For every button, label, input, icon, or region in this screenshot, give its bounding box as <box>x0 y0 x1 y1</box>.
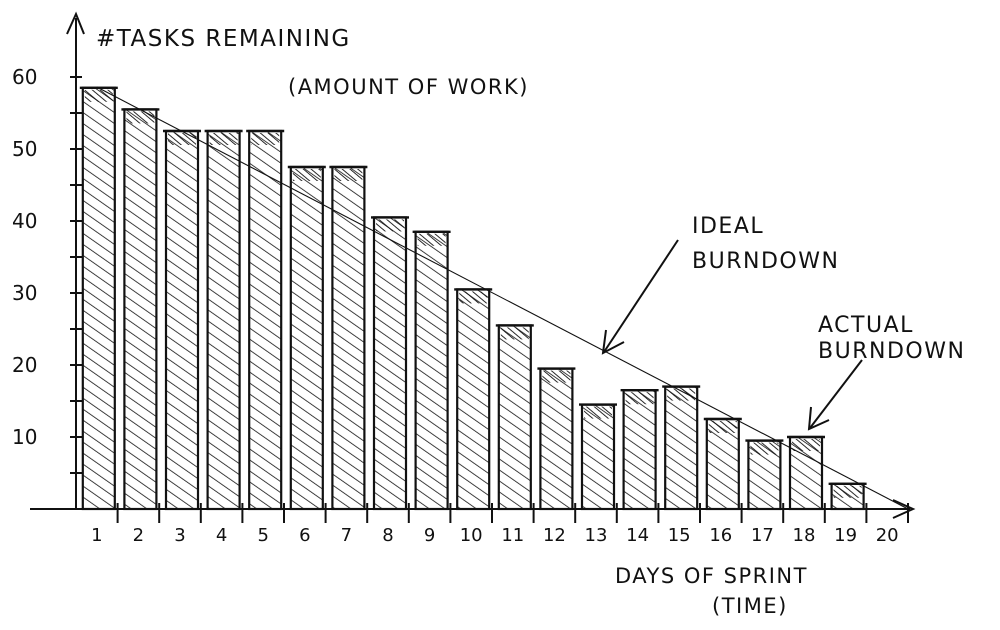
bar-day-3 <box>163 129 201 511</box>
x-ticks: 1 2 3 4 5 6 7 8 9 10 11 12 13 14 15 16 17 18 19 20 <box>91 503 909 546</box>
x-axis-arrow-icon <box>892 499 916 519</box>
y-axis-arrow-icon <box>66 11 85 35</box>
x-tick-label-5: 5 <box>257 525 268 546</box>
x-tick-label-20: 20 <box>876 525 899 546</box>
ideal-burndown-annotation: IDEAL BURNDOWN <box>601 214 839 355</box>
y-tick-label: 60 <box>12 65 37 89</box>
ideal-pointer-arrow-icon <box>603 239 679 353</box>
bar-day-8 <box>371 216 409 511</box>
x-tick-label-12: 12 <box>543 525 566 546</box>
x-tick-label-1: 1 <box>91 525 102 546</box>
actual-label-line1: ACTUAL <box>818 313 914 338</box>
bar-day-19 <box>828 482 867 511</box>
x-tick-label-4: 4 <box>216 525 227 546</box>
bar-day-12 <box>537 367 576 511</box>
x-tick-label-16: 16 <box>709 525 732 546</box>
bar-day-15 <box>662 385 701 511</box>
bar-day-5 <box>246 129 285 511</box>
actual-arrowhead-icon <box>807 406 830 431</box>
bar-day-2 <box>121 108 160 511</box>
x-tick-label-14: 14 <box>626 525 649 546</box>
bar-day-4 <box>204 129 243 511</box>
bar-day-1 <box>79 86 118 511</box>
y-tick-label: 30 <box>12 281 37 305</box>
bar-day-6 <box>287 165 326 511</box>
y-axis <box>66 11 85 509</box>
y-tick-label: 10 <box>12 425 37 449</box>
bar-day-9 <box>412 230 451 511</box>
y-tick-label: 20 <box>12 353 37 377</box>
actual-burndown-annotation: ACTUAL BURNDOWN <box>807 313 965 431</box>
ideal-label-line2: BURNDOWN <box>692 249 839 274</box>
chart-title: #TASKS REMAINING <box>96 26 351 52</box>
bar-day-17 <box>745 439 784 511</box>
actual-burndown-bars <box>79 86 867 511</box>
bar-day-13 <box>579 403 617 511</box>
x-axis-sublabel: (TIME) <box>712 594 788 618</box>
y-tick-label: 40 <box>12 209 37 233</box>
bar-day-10 <box>454 288 493 511</box>
ideal-arrowhead-icon <box>601 329 625 355</box>
y-tick-label: 50 <box>12 137 37 161</box>
y-ticks: 10 20 30 40 50 60 <box>12 65 82 474</box>
x-axis-label: DAYS OF SPRINT <box>615 564 808 588</box>
bar-day-11 <box>495 324 534 511</box>
x-tick-label-3: 3 <box>174 525 185 546</box>
x-tick-label-6: 6 <box>299 525 310 546</box>
bar-day-14 <box>620 389 659 511</box>
x-tick-label-18: 18 <box>793 525 816 546</box>
x-tick-label-10: 10 <box>460 525 483 546</box>
actual-pointer-arrow-icon <box>809 359 863 429</box>
x-tick-label-15: 15 <box>668 525 691 546</box>
bar-day-16 <box>703 417 742 511</box>
x-tick-label-7: 7 <box>341 525 352 546</box>
chart-subtitle: (AMOUNT OF WORK) <box>288 75 529 99</box>
x-tick-label-9: 9 <box>424 525 435 546</box>
ideal-label-line1: IDEAL <box>692 214 764 239</box>
x-tick-label-8: 8 <box>382 525 393 546</box>
x-tick-label-17: 17 <box>751 525 774 546</box>
actual-label-line2: BURNDOWN <box>818 339 965 364</box>
ideal-burndown-line <box>96 86 909 510</box>
x-tick-label-2: 2 <box>133 525 144 546</box>
x-tick-label-19: 19 <box>834 525 857 546</box>
x-tick-label-11: 11 <box>501 525 524 546</box>
bar-day-18 <box>787 435 825 511</box>
x-tick-label-13: 13 <box>585 525 608 546</box>
